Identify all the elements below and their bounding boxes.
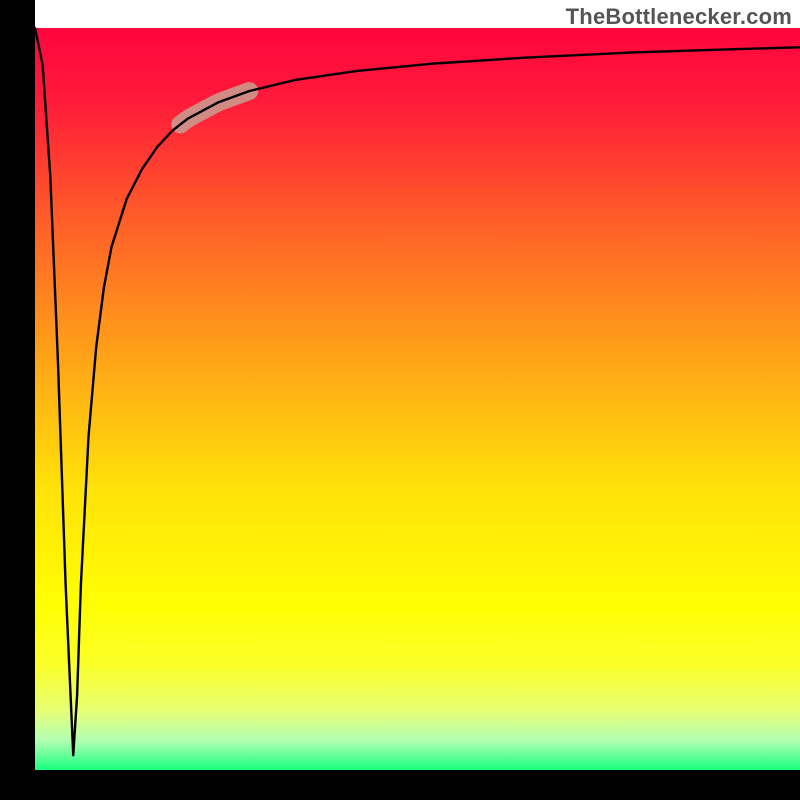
frame-bottom [0, 770, 800, 800]
frame-left [0, 0, 35, 800]
chart-background [35, 28, 800, 770]
bottleneck-curve-chart [0, 0, 800, 800]
attribution-label: TheBottlenecker.com [566, 0, 800, 32]
chart-container: TheBottlenecker.com [0, 0, 800, 800]
